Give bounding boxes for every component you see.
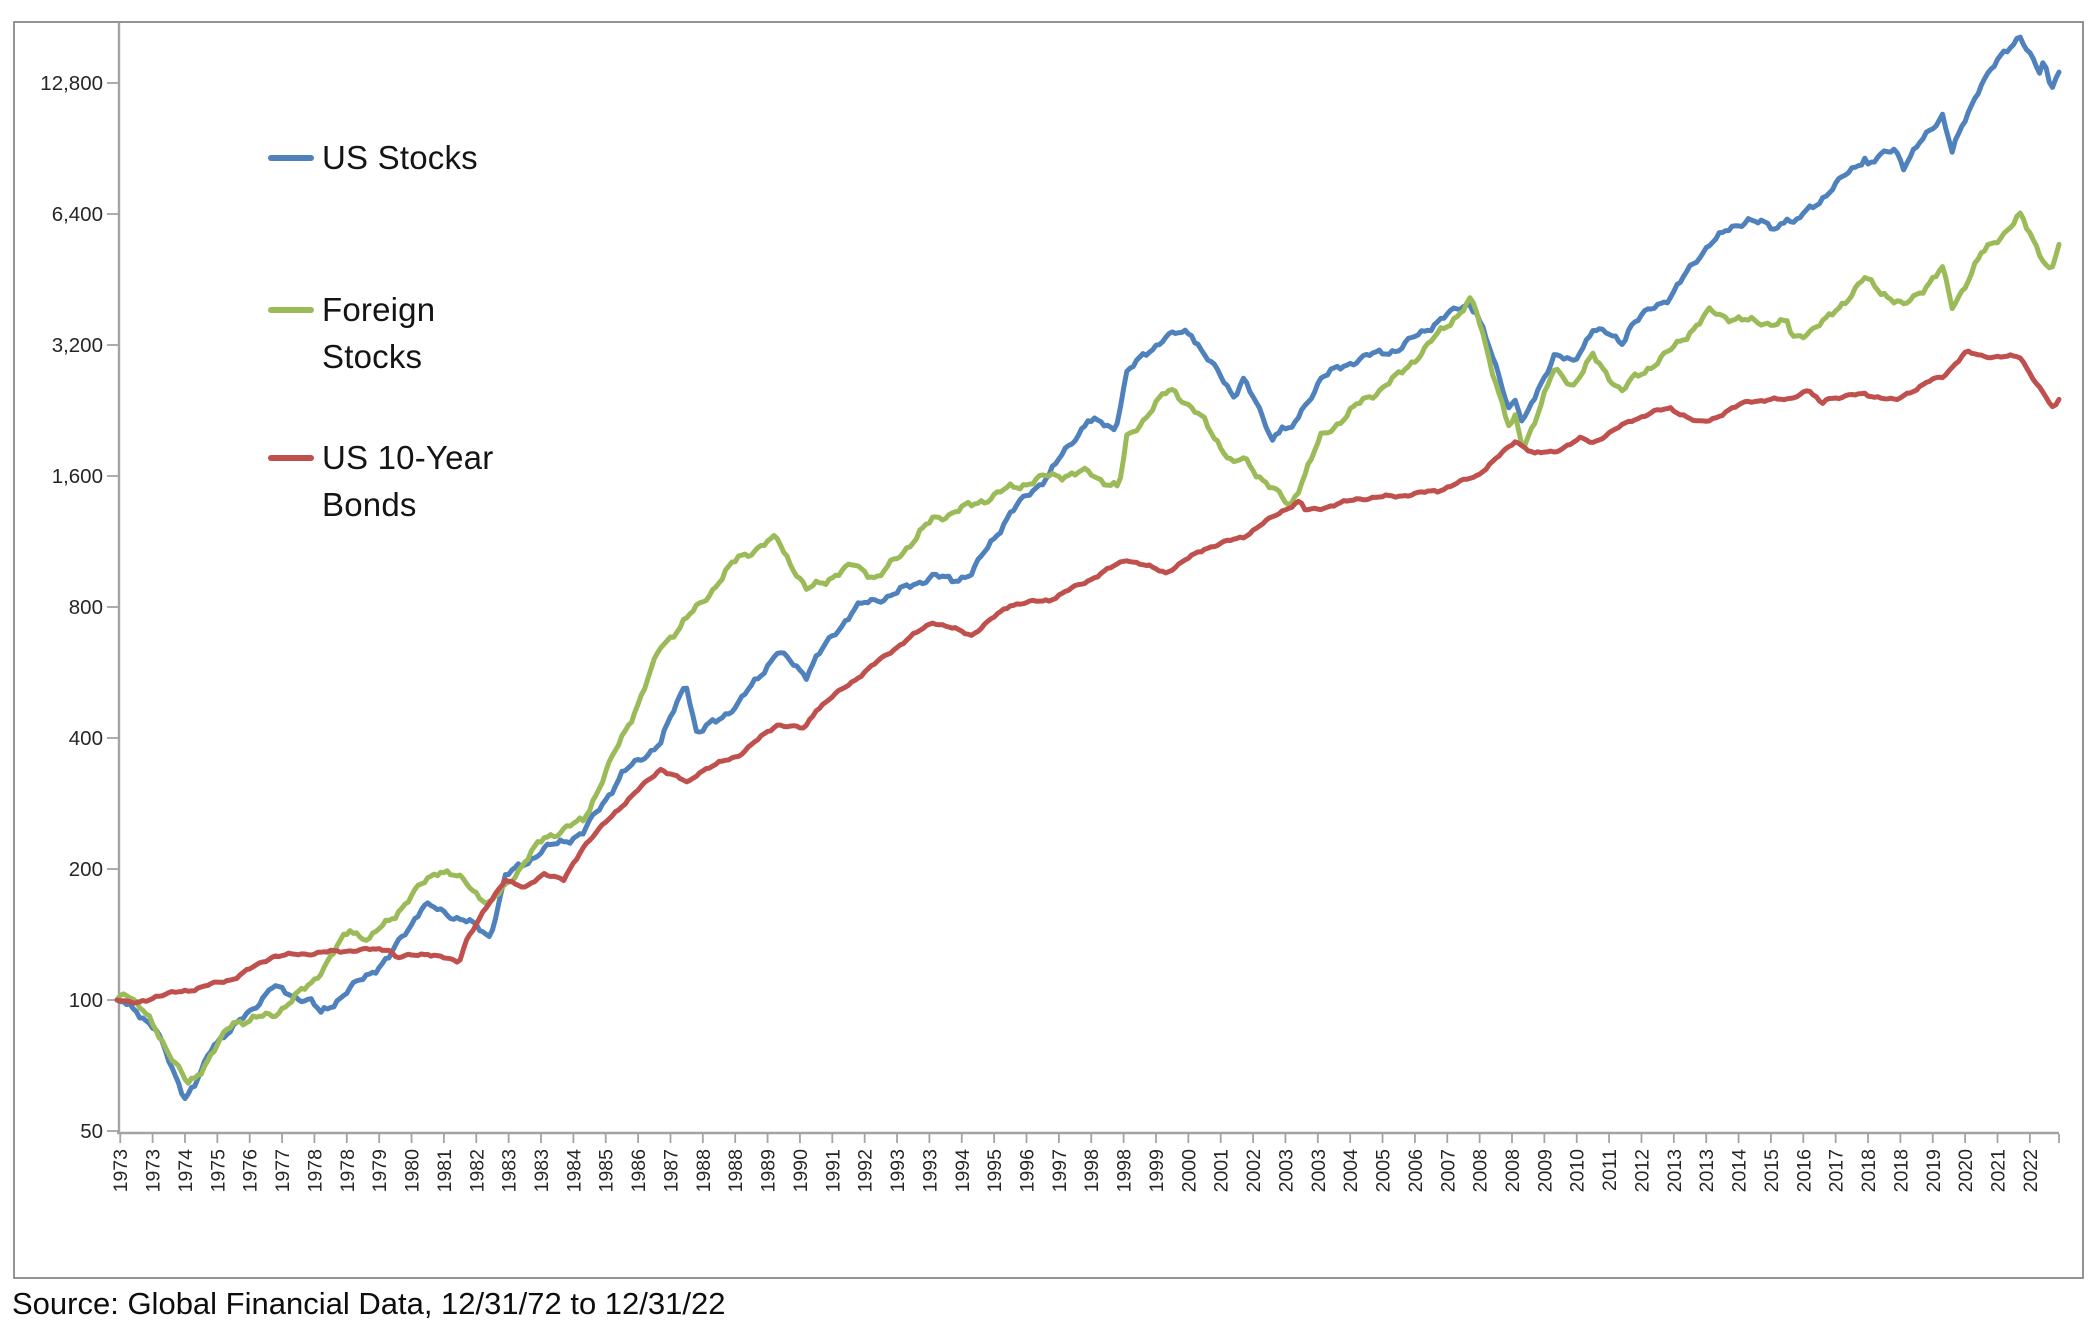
x-tick-label: 2004 — [1340, 1149, 1362, 1193]
y-tick-label: 200 — [69, 858, 103, 881]
x-tick-label: 1977 — [272, 1149, 294, 1192]
legend-item-foreign-stocks: Foreign Stocks — [268, 286, 522, 380]
data-series-lines — [114, 34, 2062, 1102]
x-tick-label: 1986 — [628, 1149, 650, 1192]
x-tick-label: 1978 — [304, 1149, 326, 1192]
x-tick-label: 2010 — [1567, 1149, 1589, 1193]
x-tick-label: 1987 — [660, 1149, 682, 1192]
y-tick-label: 50 — [80, 1120, 103, 1143]
x-tick-label: 2008 — [1502, 1149, 1524, 1192]
x-tick-label: 2005 — [1373, 1149, 1395, 1193]
x-tick-label: 1978 — [337, 1149, 359, 1192]
x-tick-label: 2019 — [1923, 1149, 1945, 1192]
legend-label-us-10-year-bonds: US 10-Year Bonds — [322, 439, 494, 523]
x-tick-label: 1988 — [725, 1149, 747, 1192]
foreign-stocks-line-swatch-icon — [268, 307, 314, 313]
x-tick-label: 1976 — [240, 1149, 262, 1192]
x-tick-label: 1999 — [1146, 1149, 1168, 1192]
x-tick-label: 2009 — [1534, 1149, 1556, 1192]
x-tick-label: 1995 — [984, 1149, 1006, 1193]
x-tick-label: 2003 — [1308, 1149, 1330, 1192]
y-tick-label: 400 — [69, 727, 103, 750]
source-note: Source: Global Financial Data, 12/31/72 … — [12, 1286, 726, 1321]
y-tick-label: 12,800 — [40, 72, 103, 95]
chart-frame — [13, 21, 2084, 1279]
us-10-year-bonds-line-swatch-icon — [268, 455, 314, 461]
x-tick-label: 1998 — [1114, 1149, 1136, 1192]
series-line-us-stocks — [114, 34, 2062, 1102]
x-tick-label: 1997 — [1049, 1149, 1071, 1192]
x-tick-label: 2018 — [1890, 1149, 1912, 1192]
x-tick-label: 1998 — [1081, 1149, 1103, 1192]
x-tick-label: 2002 — [1243, 1149, 1265, 1192]
x-tick-label: 1983 — [531, 1149, 553, 1192]
x-tick-label: 2013 — [1696, 1149, 1718, 1192]
legend-label-foreign-stocks: Foreign Stocks — [322, 291, 436, 375]
x-tick-label: 2013 — [1664, 1149, 1686, 1192]
y-axis-ticks: 12,800 6,400 3,200 1,600 800 400 200 100 50 — [40, 72, 118, 1143]
x-tick-label: 1983 — [499, 1149, 521, 1192]
legend-item-us-10-year-bonds: US 10-Year Bonds — [268, 434, 522, 528]
y-tick-label: 1,600 — [52, 465, 103, 488]
x-tick-label: 2006 — [1405, 1149, 1427, 1192]
x-tick-label: 1981 — [434, 1149, 456, 1192]
x-tick-label: 2022 — [2020, 1149, 2042, 1192]
x-tick-label: 1973 — [110, 1149, 132, 1192]
x-tick-label: 2008 — [1470, 1149, 1492, 1192]
x-tick-label: 1974 — [175, 1149, 197, 1193]
x-tick-label: 2012 — [1631, 1149, 1653, 1192]
x-tick-label: 2015 — [1761, 1149, 1783, 1193]
x-tick-label: 1994 — [952, 1149, 974, 1193]
x-tick-label: 1996 — [1017, 1149, 1039, 1192]
x-tick-label: 1979 — [369, 1149, 391, 1192]
legend-item-us-stocks: US Stocks — [268, 134, 522, 181]
x-tick-label: 1975 — [207, 1149, 229, 1193]
x-tick-label: 2003 — [1275, 1149, 1297, 1192]
x-tick-label: 1984 — [563, 1149, 585, 1193]
x-tick-label: 2021 — [1988, 1149, 2010, 1192]
x-tick-label: 1990 — [790, 1149, 812, 1193]
x-tick-label: 1992 — [855, 1149, 877, 1192]
y-tick-label: 3,200 — [52, 334, 103, 357]
x-axis-ticks: 1973 1973 1974 1975 1976 1977 1978 1978 1979 1980… — [110, 1134, 2060, 1193]
x-tick-label: 1993 — [919, 1149, 941, 1192]
x-tick-label: 2018 — [1858, 1149, 1880, 1192]
x-tick-label: 2000 — [1178, 1149, 1200, 1193]
us-stocks-line-swatch-icon — [268, 155, 314, 161]
series-line-foreign-stocks — [114, 210, 2062, 1086]
x-tick-label: 2016 — [1793, 1149, 1815, 1192]
x-tick-label: 1985 — [596, 1149, 618, 1193]
x-tick-label: 2017 — [1826, 1149, 1848, 1192]
x-tick-label: 1982 — [466, 1149, 488, 1192]
x-tick-label: 2001 — [1211, 1149, 1233, 1192]
y-tick-label: 100 — [69, 989, 103, 1012]
legend-label-us-stocks: US Stocks — [322, 139, 478, 176]
x-tick-label: 1993 — [887, 1149, 909, 1192]
series-line-us-10-year-bonds — [114, 348, 2062, 1006]
y-tick-label: 800 — [69, 596, 103, 619]
x-tick-label: 1989 — [758, 1149, 780, 1192]
x-tick-label: 1991 — [822, 1149, 844, 1192]
x-tick-label: 2007 — [1437, 1149, 1459, 1192]
x-tick-label: 1980 — [402, 1149, 424, 1193]
x-tick-label: 2014 — [1729, 1149, 1751, 1193]
x-tick-label: 2011 — [1599, 1149, 1621, 1191]
x-tick-label: 2020 — [1955, 1149, 1977, 1193]
x-tick-label: 1973 — [143, 1149, 165, 1192]
x-tick-label: 1988 — [693, 1149, 715, 1192]
y-tick-label: 6,400 — [52, 203, 103, 226]
